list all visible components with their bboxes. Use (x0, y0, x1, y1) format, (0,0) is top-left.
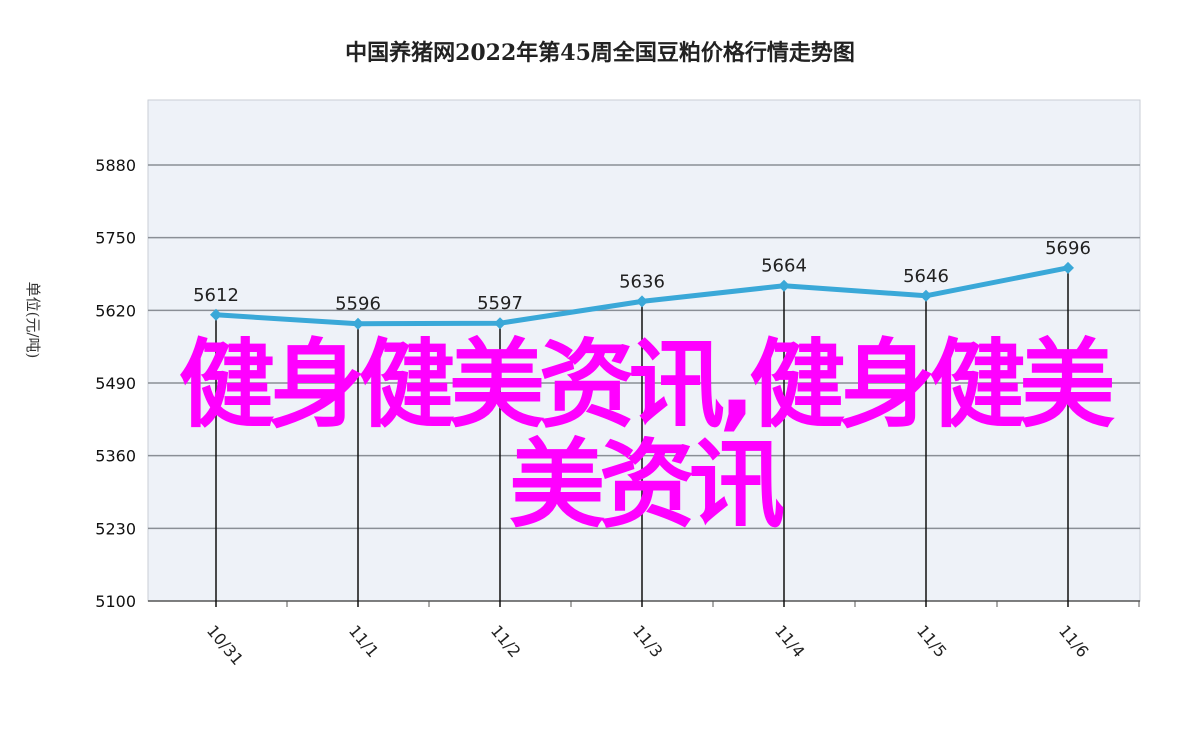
plot-area (147, 99, 1141, 602)
y-axis-label: 单位(元/吨) (24, 282, 42, 359)
overlay-line-2: 美资讯 (509, 429, 785, 541)
overlay-line-1: 健身健美资讯,健身健美 (178, 329, 1115, 441)
y-tick-label: 5750 (95, 229, 136, 248)
y-tick-label: 5100 (95, 592, 136, 611)
data-point (494, 317, 506, 330)
y-tick-label: 5490 (95, 374, 136, 393)
data-label: 5646 (903, 266, 949, 287)
data-point (210, 308, 222, 321)
data-point (636, 295, 648, 308)
watermark-overlay-text: 健身健美资讯,健身健美 美资讯 (148, 335, 1140, 535)
data-point (920, 289, 932, 302)
y-tick-label: 5620 (95, 301, 136, 320)
data-point (352, 317, 364, 330)
data-label: 5597 (477, 293, 523, 314)
y-tick-label: 5230 (95, 519, 136, 538)
data-label: 5596 (335, 294, 381, 315)
y-tick-label: 5360 (95, 447, 136, 466)
chart-title: 中国养猪网2022年第45周全国豆粕价格行情走势图 (345, 40, 855, 66)
data-label: 5612 (193, 285, 239, 306)
data-label: 5664 (761, 256, 807, 277)
data-label: 5636 (619, 271, 665, 292)
y-tick-label: 5880 (95, 156, 136, 175)
data-label: 5696 (1045, 238, 1091, 259)
data-point (778, 279, 790, 292)
data-point (1062, 261, 1074, 274)
